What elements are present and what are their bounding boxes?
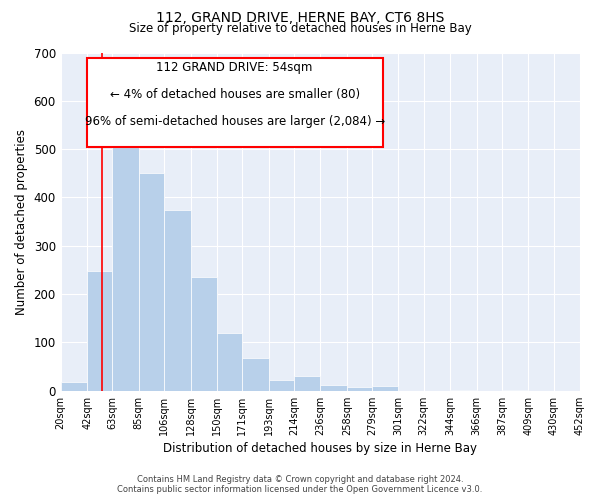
Text: Contains HM Land Registry data © Crown copyright and database right 2024.
Contai: Contains HM Land Registry data © Crown c… bbox=[118, 474, 482, 494]
Bar bbox=[320, 384, 347, 391]
Bar bbox=[139, 174, 164, 391]
Bar bbox=[502, 390, 529, 391]
FancyBboxPatch shape bbox=[86, 58, 383, 147]
Bar bbox=[191, 277, 217, 391]
Bar bbox=[112, 109, 139, 391]
Text: 112 GRAND DRIVE: 54sqm: 112 GRAND DRIVE: 54sqm bbox=[157, 61, 313, 74]
Bar bbox=[164, 210, 191, 391]
Bar bbox=[242, 358, 269, 391]
Bar bbox=[269, 380, 294, 391]
Bar bbox=[347, 387, 372, 391]
Text: Size of property relative to detached houses in Herne Bay: Size of property relative to detached ho… bbox=[128, 22, 472, 35]
Text: 96% of semi-detached houses are larger (2,084) →: 96% of semi-detached houses are larger (… bbox=[85, 116, 385, 128]
Bar bbox=[294, 376, 320, 391]
Bar bbox=[217, 333, 242, 391]
Bar bbox=[450, 390, 476, 391]
Text: ← 4% of detached houses are smaller (80): ← 4% of detached houses are smaller (80) bbox=[110, 88, 360, 101]
Bar bbox=[372, 386, 398, 391]
Bar bbox=[87, 272, 112, 391]
Bar bbox=[61, 382, 87, 391]
X-axis label: Distribution of detached houses by size in Herne Bay: Distribution of detached houses by size … bbox=[163, 442, 478, 455]
Text: 112, GRAND DRIVE, HERNE BAY, CT6 8HS: 112, GRAND DRIVE, HERNE BAY, CT6 8HS bbox=[156, 11, 444, 25]
Y-axis label: Number of detached properties: Number of detached properties bbox=[15, 128, 28, 314]
